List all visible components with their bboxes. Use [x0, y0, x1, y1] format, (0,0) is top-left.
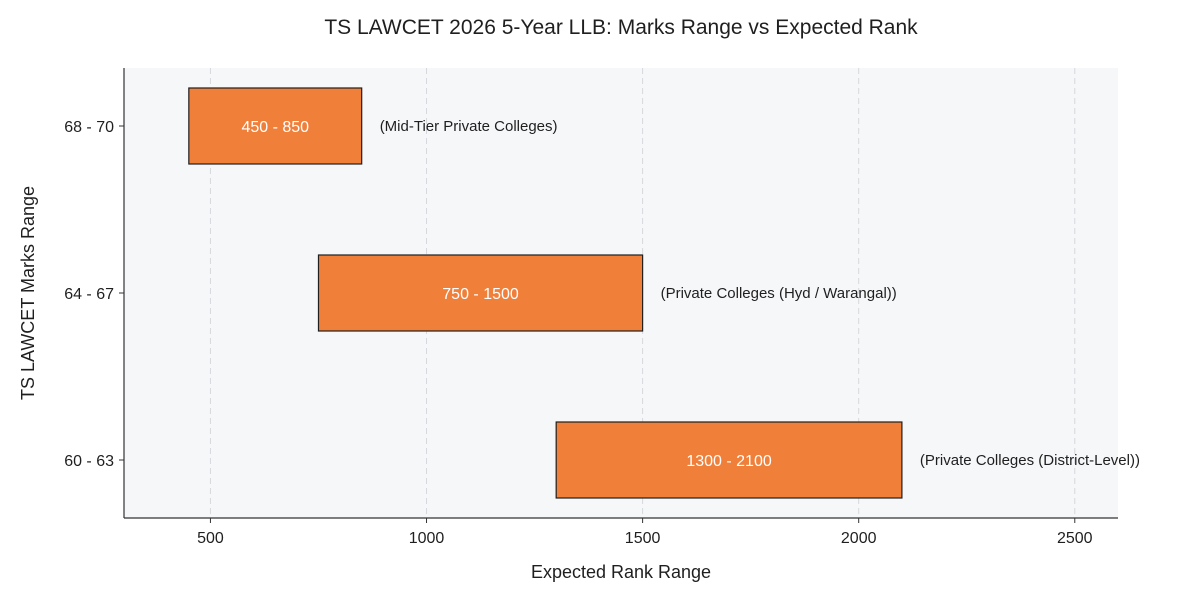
y-tick-label: 64 - 67 [64, 286, 114, 303]
bar-value-label: 1300 - 2100 [686, 453, 772, 470]
bar-annotation: (Private Colleges (District-Level)) [920, 452, 1140, 469]
bar-annotation: (Private Colleges (Hyd / Warangal)) [661, 285, 897, 302]
x-tick-label: 1500 [625, 530, 661, 547]
x-tick-label: 500 [197, 530, 224, 547]
bar-value-label: 450 - 850 [241, 119, 309, 136]
y-axis-label: TS LAWCET Marks Range [18, 186, 38, 400]
range-bar [188, 87, 363, 165]
bar-annotation: (Mid-Tier Private Colleges) [380, 118, 558, 135]
x-tick-label: 1000 [409, 530, 445, 547]
bars: 450 - 850 (Mid-Tier Private Colleges) 750 … [188, 87, 1140, 499]
range-bar [317, 254, 644, 332]
y-tick-label: 68 - 70 [64, 119, 114, 136]
x-tick-label: 2000 [841, 530, 877, 547]
x-ticks: 500 1000 1500 2000 2500 [197, 518, 1093, 547]
chart-title: TS LAWCET 2026 5-Year LLB: Marks Range v… [324, 16, 918, 39]
x-tick-label: 2500 [1057, 530, 1093, 547]
x-axis-label: Expected Rank Range [531, 562, 711, 582]
bar-value-label: 750 - 1500 [442, 286, 519, 303]
range-bar [555, 421, 903, 499]
y-tick-label: 60 - 63 [64, 453, 114, 470]
y-ticks: 68 - 70 64 - 67 60 - 63 [64, 119, 124, 470]
